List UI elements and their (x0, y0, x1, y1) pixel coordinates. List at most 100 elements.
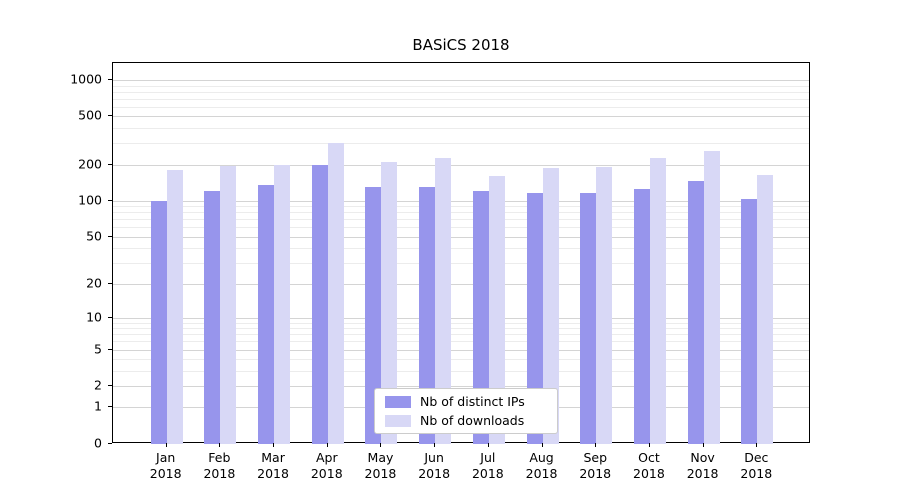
x-tick-mark (702, 443, 704, 447)
bar-downloads (488, 175, 505, 444)
minor-gridline (113, 212, 809, 214)
x-tick-label: Oct 2018 (633, 450, 665, 481)
x-tick-mark (273, 443, 275, 447)
y-tick-mark (108, 348, 112, 350)
y-tick-mark (108, 115, 112, 117)
x-tick-label: Sep 2018 (579, 450, 612, 481)
minor-gridline (113, 143, 809, 145)
x-tick-label: Jun 2018 (418, 450, 451, 481)
bar-downloads (757, 174, 774, 444)
minor-gridline (113, 128, 809, 130)
x-tick-mark (648, 443, 650, 447)
bar-distinct-ips (150, 200, 167, 444)
y-tick-mark (108, 316, 112, 318)
bar-distinct-ips (580, 192, 597, 444)
minor-gridline (113, 98, 809, 100)
plot-area (112, 62, 810, 444)
y-tick-label: 5 (94, 341, 102, 357)
bar-downloads (381, 162, 398, 444)
minor-gridline (113, 359, 809, 361)
legend-swatch-downloads (385, 414, 411, 427)
x-tick-label: May 2018 (364, 450, 397, 481)
minor-gridline (113, 91, 809, 93)
major-gridline (113, 200, 809, 202)
major-gridline (113, 283, 809, 285)
bar-downloads (274, 165, 291, 444)
y-tick-label: 10 (86, 309, 102, 325)
minor-gridline (113, 85, 809, 87)
major-gridline (113, 80, 809, 81)
bar-distinct-ips (365, 186, 382, 444)
legend-item-distinct-ips: Nb of distinct IPs (385, 394, 547, 409)
x-tick-mark (219, 443, 221, 447)
y-tick-mark (108, 163, 112, 165)
bar-downloads (327, 143, 344, 444)
y-tick-label: 20 (86, 275, 102, 291)
y-tick-mark (108, 406, 112, 408)
bar-distinct-ips (419, 186, 436, 444)
y-tick-mark (108, 282, 112, 284)
bar-downloads (649, 157, 666, 444)
y-tick-label: 1 (94, 398, 102, 414)
major-gridline (113, 317, 809, 319)
bar-distinct-ips (311, 164, 328, 444)
x-tick-label: Dec 2018 (740, 450, 773, 481)
minor-gridline (113, 334, 809, 336)
x-tick-label: Jan 2018 (149, 450, 182, 481)
x-tick-label: Jul 2018 (471, 450, 504, 481)
x-tick-label: Mar 2018 (257, 450, 289, 481)
bar-distinct-ips (472, 190, 489, 444)
y-tick-mark (108, 443, 112, 444)
minor-gridline (113, 322, 809, 324)
minor-gridline (113, 263, 809, 265)
y-tick-mark (108, 199, 112, 201)
y-tick-label: 0 (94, 435, 102, 451)
y-tick-label: 1000 (70, 71, 102, 87)
bar-downloads (435, 157, 452, 444)
x-tick-mark (434, 443, 436, 447)
minor-gridline (113, 106, 809, 108)
bar-distinct-ips (204, 191, 221, 444)
minor-gridline (113, 219, 809, 221)
y-tick-label: 100 (78, 192, 102, 208)
x-tick-mark (165, 443, 167, 447)
x-tick-mark (326, 443, 328, 447)
bar-downloads (596, 167, 613, 444)
x-tick-label: Feb 2018 (203, 450, 236, 481)
y-tick-label: 200 (78, 156, 102, 172)
minor-gridline (113, 206, 809, 208)
minor-gridline (113, 341, 809, 343)
y-tick-label: 50 (86, 228, 102, 244)
y-tick-mark (108, 235, 112, 237)
minor-gridline (113, 248, 809, 250)
bar-downloads (220, 165, 237, 444)
x-tick-mark (487, 443, 489, 447)
x-tick-label: Nov 2018 (686, 450, 719, 481)
minor-gridline (113, 227, 809, 229)
x-tick-label: Apr 2018 (310, 450, 343, 481)
bar-downloads (166, 170, 183, 444)
bar-distinct-ips (687, 180, 704, 444)
x-tick-mark (380, 443, 382, 447)
legend: Nb of distinct IPs Nb of downloads (374, 388, 558, 434)
x-tick-mark (541, 443, 543, 447)
bar-distinct-ips (741, 198, 758, 444)
y-tick-label: 2 (94, 377, 102, 393)
y-tick-label: 500 (78, 107, 102, 123)
x-tick-mark (595, 443, 597, 447)
legend-swatch-distinct-ips (385, 395, 411, 408)
x-tick-mark (756, 443, 758, 447)
bar-distinct-ips (526, 192, 543, 444)
minor-gridline (113, 370, 809, 372)
major-gridline (113, 116, 809, 118)
major-gridline (113, 386, 809, 388)
legend-item-downloads: Nb of downloads (385, 413, 547, 428)
minor-gridline (113, 328, 809, 330)
bar-downloads (703, 151, 720, 444)
y-tick-mark (108, 385, 112, 387)
x-tick-label: Aug 2018 (525, 450, 558, 481)
major-gridline (113, 236, 809, 238)
major-gridline (113, 164, 809, 166)
bar-downloads (542, 167, 559, 444)
